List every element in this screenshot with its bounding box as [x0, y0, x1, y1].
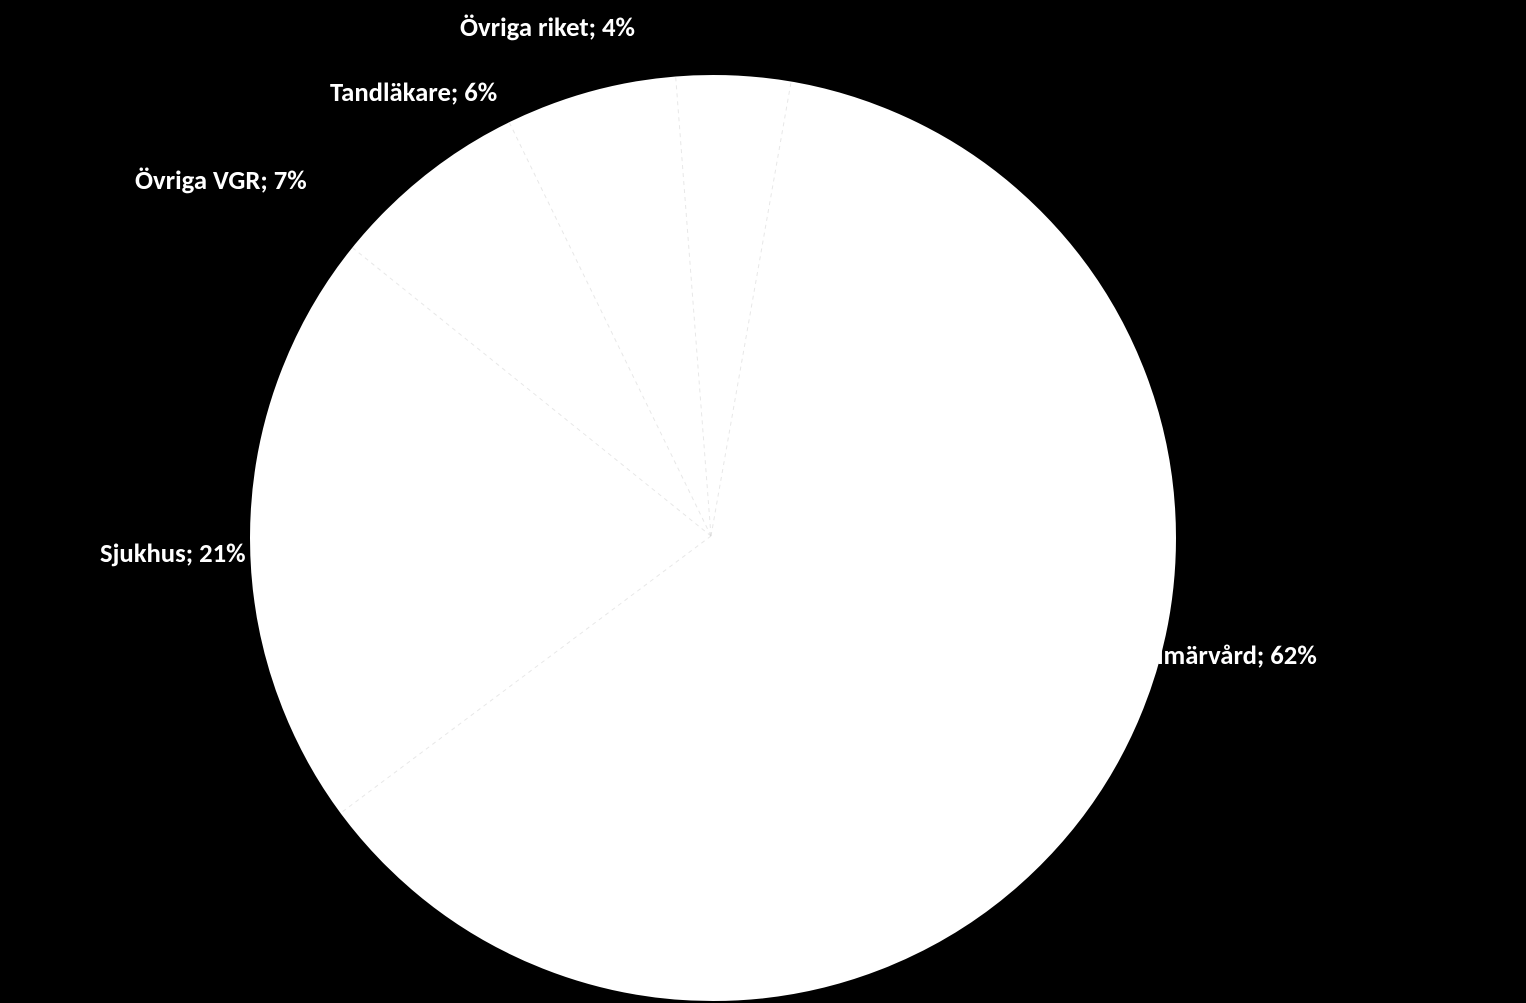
pie-body — [248, 73, 1178, 1003]
label-ovriga-riket: Övriga riket; 4% — [460, 12, 635, 44]
label-ovriga-vgr: Övriga VGR; 7% — [135, 165, 307, 197]
label-sjukhus: Sjukhus; 21% — [100, 538, 246, 570]
label-tandlakare: Tandläkare; 6% — [330, 77, 497, 109]
label-vg-primarvard: VG Primärvård; 62% — [1095, 640, 1317, 672]
pie-chart: Övriga riket; 4% Tandläkare; 6% Övriga V… — [0, 0, 1526, 998]
